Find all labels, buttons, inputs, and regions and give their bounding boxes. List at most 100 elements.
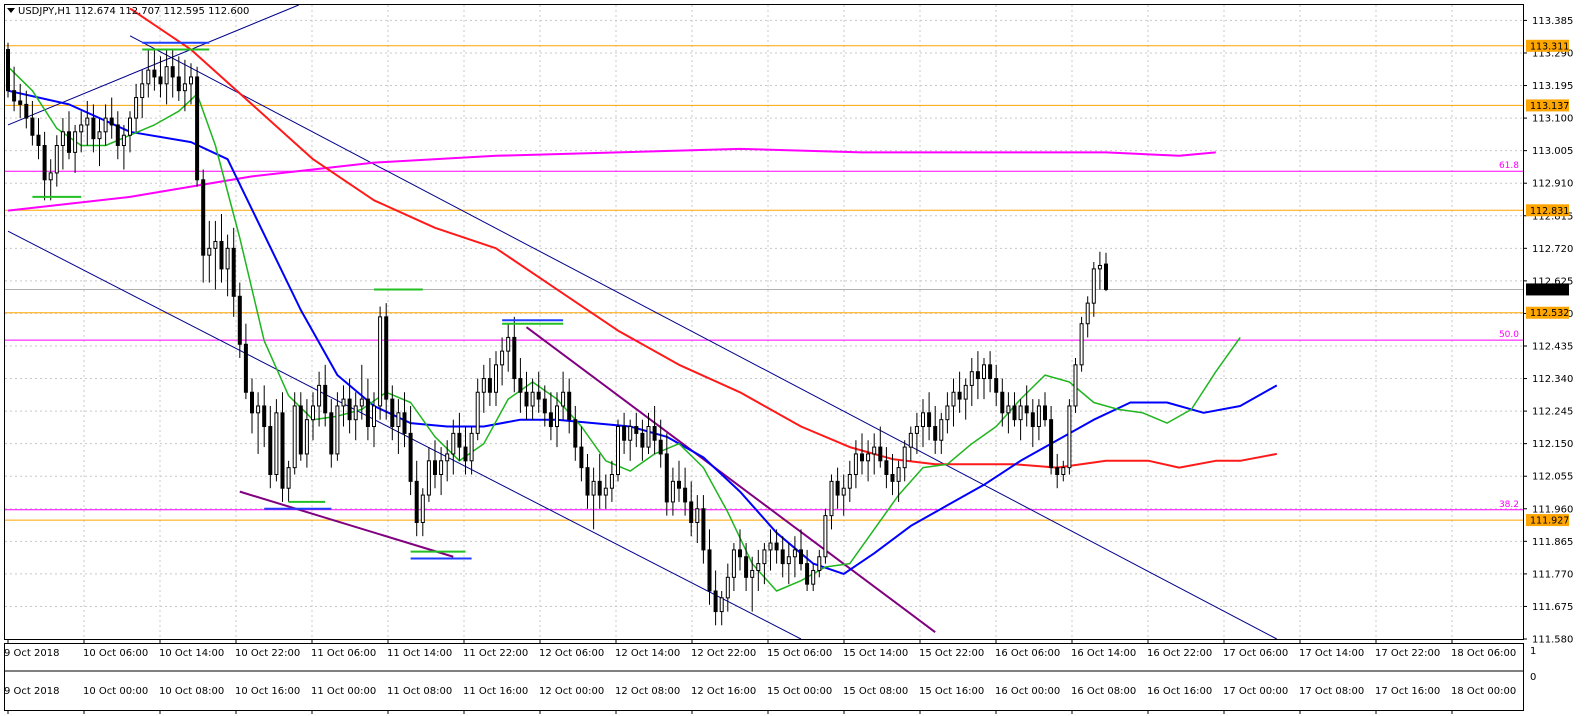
candle-body-bull [902, 446, 907, 469]
candle-body-bear [707, 549, 712, 592]
x-tick-label-upper: 15 Oct 22:00 [919, 648, 984, 659]
candle [262, 385, 267, 448]
candle-body-bull [500, 350, 505, 366]
candle-body-bull [304, 419, 309, 455]
candle [640, 419, 645, 461]
moving-average-ma_slow [129, 7, 1277, 469]
candle [268, 405, 273, 489]
fib-level-label: 38.2 [1499, 500, 1519, 510]
candle [658, 419, 663, 468]
candle-body-bull [225, 247, 230, 270]
candle [536, 371, 541, 413]
candle [109, 97, 114, 139]
candle-body-bull [372, 405, 376, 428]
candle-body-bull [768, 542, 773, 551]
candle-body-bear [109, 117, 114, 126]
candle-body-bear [542, 398, 547, 414]
dropdown-triangle-icon[interactable] [7, 8, 15, 13]
candle [908, 426, 913, 461]
candle-body-bear [573, 419, 578, 448]
candle-body-bear [176, 76, 181, 92]
candle [329, 399, 334, 468]
candle-body-bear [994, 378, 999, 393]
candle [85, 100, 90, 146]
x-tick-label-upper: 16 Oct 14:00 [1071, 648, 1136, 659]
candle-body-bull [54, 145, 59, 174]
trend-line [129, 35, 1278, 640]
candle-body-bear [457, 432, 462, 448]
x-tick-label-lower: 15 Oct 16:00 [919, 686, 984, 697]
candle [274, 399, 279, 482]
candle [750, 556, 755, 612]
candle [792, 536, 797, 578]
candle [256, 392, 261, 454]
candle [762, 543, 767, 585]
candle [609, 460, 614, 502]
candle-body-bull [475, 391, 480, 434]
candle-body-bull [756, 563, 761, 571]
candle [548, 392, 553, 441]
candle [500, 337, 505, 386]
y-tick-label: 112.150 [1532, 439, 1573, 450]
candle [164, 49, 169, 105]
candle [48, 159, 53, 201]
candle-body-bear [835, 480, 840, 496]
candle-body-bull [1006, 405, 1011, 414]
candle-body-bull [841, 487, 846, 496]
candle-body-bull [207, 247, 212, 256]
y-tick-label: 113.100 [1532, 114, 1573, 125]
x-tick-label-lower: 17 Oct 00:00 [1223, 686, 1288, 697]
candle-body-bear [414, 480, 419, 523]
candle-body-bull [817, 556, 822, 571]
candle [414, 460, 419, 537]
candle-body-bull [908, 432, 913, 448]
candle-body-bear [1104, 263, 1108, 290]
candle [555, 392, 559, 448]
x-tick-label-lower: 15 Oct 00:00 [767, 686, 832, 697]
candle-body-bull [97, 131, 102, 140]
symbol-title: USDJPY,H1 112.674 112.707 112.595 112.60… [18, 6, 249, 17]
candle-body-bear [219, 240, 224, 270]
candle-body-bull [128, 117, 132, 136]
candle [158, 56, 163, 98]
candle [317, 371, 322, 427]
indicator-panel [4, 643, 1524, 711]
candle [683, 467, 688, 516]
candle-body-bull [823, 515, 828, 558]
candle-body-bull [609, 474, 614, 489]
candle-body-bear [91, 117, 96, 140]
candle [359, 364, 364, 420]
candle [646, 412, 651, 454]
candle-body-bull [1036, 405, 1041, 428]
x-tick-label-upper: 10 Oct 14:00 [159, 648, 224, 659]
x-tick-label-upper: 9 Oct 2018 [4, 648, 59, 659]
plot-border [4, 4, 1524, 640]
candle [378, 306, 383, 420]
candle-body-bull [792, 549, 797, 558]
current-price-box [1526, 283, 1569, 296]
candle [1049, 405, 1054, 475]
candle-body-bear [390, 398, 395, 428]
candle-body-bull [292, 405, 297, 469]
candle [634, 412, 639, 448]
candle [439, 447, 444, 496]
candle-body-bear [195, 76, 200, 181]
candle-body-bear [536, 391, 541, 400]
candle-body-bear [579, 446, 584, 469]
candle-body-bear [713, 590, 718, 613]
candle [689, 481, 694, 537]
candle [561, 371, 566, 420]
candle-body-bear [597, 480, 602, 496]
candle [250, 378, 254, 434]
candle-body-bear [323, 384, 328, 414]
candle-body-bull [140, 83, 145, 99]
candle [774, 529, 779, 564]
candle-body-bear [524, 391, 529, 407]
candle [1018, 399, 1023, 441]
candle-body-bear [957, 391, 962, 400]
candle [323, 364, 328, 427]
candle [933, 405, 938, 454]
trend-line [7, 4, 299, 126]
candle-body-bull [213, 240, 218, 249]
